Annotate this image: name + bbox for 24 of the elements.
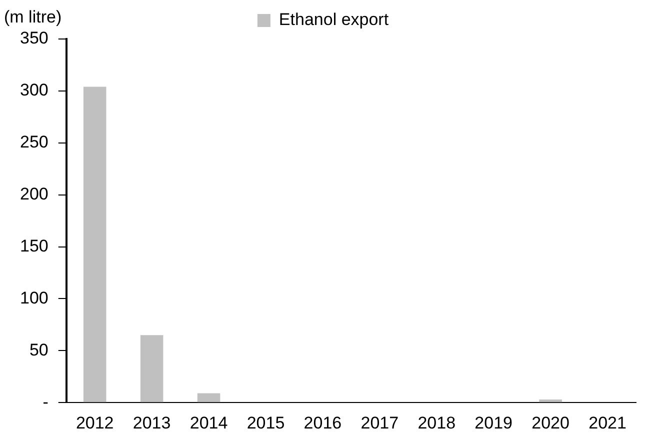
y-tick-label: 50 — [29, 340, 48, 360]
legend-label: Ethanol export — [278, 10, 389, 30]
y-tick-label: 150 — [20, 236, 48, 256]
x-tick-label: 2015 — [246, 413, 285, 432]
y-tick-label: - — [42, 392, 48, 412]
y-tick-label: 250 — [20, 132, 48, 152]
x-tick-label: 2019 — [474, 413, 513, 432]
bar — [140, 335, 164, 402]
x-tick-label: 2014 — [190, 413, 228, 432]
bar — [197, 393, 220, 402]
x-tick-label: 2018 — [418, 413, 456, 432]
y-tick-label: 100 — [20, 288, 48, 308]
x-tick-label: 2012 — [76, 413, 114, 432]
bar — [83, 86, 106, 402]
x-tick-label: 2013 — [132, 413, 171, 432]
x-tick-label: 2021 — [588, 413, 626, 432]
x-tick-label: 2016 — [304, 413, 342, 432]
y-axis-title: (m litre) — [4, 8, 62, 27]
y-tick-label: 200 — [20, 184, 48, 204]
y-tick-label: 300 — [20, 80, 48, 100]
bar — [539, 399, 562, 402]
x-tick-label: 2020 — [532, 413, 570, 432]
x-tick-label: 2017 — [360, 413, 399, 432]
y-tick-label: 350 — [20, 28, 48, 48]
